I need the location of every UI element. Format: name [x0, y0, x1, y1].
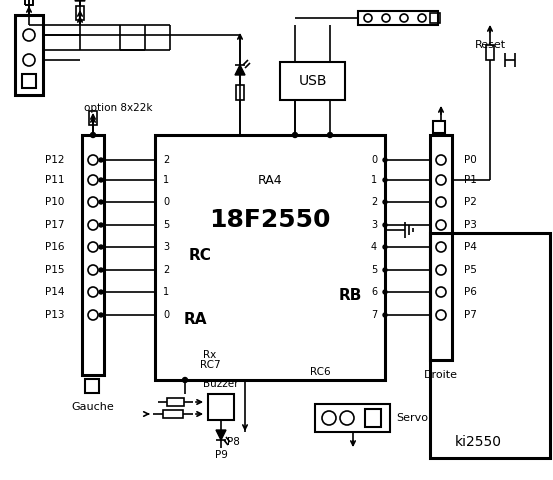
Circle shape [383, 178, 387, 182]
Bar [25, 0, 33, 5]
Text: ki2550: ki2550 [455, 435, 502, 449]
Bar [76, 6, 84, 20]
Bar [430, 135, 452, 360]
Text: Servo: Servo [396, 413, 428, 423]
Circle shape [99, 158, 103, 162]
Circle shape [383, 223, 387, 227]
Bar [365, 409, 381, 427]
Text: RB: RB [338, 288, 362, 302]
Text: Buzzer: Buzzer [204, 379, 239, 389]
Bar [22, 74, 36, 88]
Bar [25, 0, 33, 5]
Circle shape [91, 132, 96, 137]
Polygon shape [235, 65, 245, 75]
Text: P3: P3 [464, 220, 477, 230]
Bar [280, 62, 345, 100]
Bar [163, 410, 183, 418]
Circle shape [383, 245, 387, 249]
Text: 1: 1 [163, 287, 169, 297]
Text: RC7: RC7 [200, 360, 220, 370]
Circle shape [182, 377, 187, 383]
Text: 5: 5 [371, 265, 377, 275]
Bar [208, 394, 234, 420]
Text: 4: 4 [371, 242, 377, 252]
Circle shape [99, 200, 103, 204]
Text: USB: USB [298, 74, 327, 88]
Circle shape [99, 178, 103, 182]
Text: P12: P12 [44, 155, 64, 165]
Text: Gauche: Gauche [72, 402, 114, 412]
Bar [89, 111, 97, 125]
Text: P7: P7 [464, 310, 477, 320]
Text: P15: P15 [44, 265, 64, 275]
Bar [486, 45, 494, 60]
Text: RC6: RC6 [310, 367, 330, 377]
Bar [82, 135, 104, 375]
Bar [85, 379, 99, 393]
Text: 2: 2 [371, 197, 377, 207]
Text: P6: P6 [464, 287, 477, 297]
Bar [430, 13, 440, 23]
Text: Reset: Reset [475, 40, 506, 50]
Text: Droite: Droite [424, 370, 458, 380]
Text: P1: P1 [464, 175, 477, 185]
Text: 5: 5 [163, 220, 169, 230]
Text: 0: 0 [163, 310, 169, 320]
Text: RA: RA [183, 312, 207, 327]
Text: option 8x22k: option 8x22k [84, 103, 152, 113]
Polygon shape [216, 430, 226, 440]
Text: P13: P13 [44, 310, 64, 320]
Text: P8: P8 [227, 437, 239, 447]
Text: 7: 7 [371, 310, 377, 320]
Text: P11: P11 [44, 175, 64, 185]
Bar [433, 121, 445, 133]
Text: P17: P17 [44, 220, 64, 230]
Text: RC: RC [189, 248, 211, 263]
Bar [155, 135, 385, 380]
Text: RA4: RA4 [258, 173, 283, 187]
Polygon shape [75, 0, 85, 1]
Text: P14: P14 [44, 287, 64, 297]
Circle shape [99, 223, 103, 227]
Text: 1: 1 [371, 175, 377, 185]
Text: P0: P0 [464, 155, 477, 165]
Text: P5: P5 [464, 265, 477, 275]
Circle shape [99, 268, 103, 272]
Circle shape [327, 132, 332, 137]
Bar [236, 85, 244, 100]
Text: 6: 6 [371, 287, 377, 297]
Circle shape [383, 268, 387, 272]
Circle shape [293, 132, 298, 137]
Circle shape [99, 245, 103, 249]
Text: P4: P4 [464, 242, 477, 252]
Text: 2: 2 [163, 265, 169, 275]
Circle shape [383, 290, 387, 294]
Circle shape [383, 158, 387, 162]
Text: 3: 3 [163, 242, 169, 252]
Circle shape [99, 290, 103, 294]
Text: 0: 0 [163, 197, 169, 207]
Text: 2: 2 [163, 155, 169, 165]
Text: 1: 1 [163, 175, 169, 185]
Bar [15, 15, 43, 95]
Circle shape [99, 313, 103, 317]
Text: P9: P9 [215, 450, 227, 460]
Text: P10: P10 [45, 197, 64, 207]
Bar [358, 11, 438, 25]
Text: 0: 0 [371, 155, 377, 165]
Text: Rx: Rx [204, 350, 217, 360]
Text: P2: P2 [464, 197, 477, 207]
Circle shape [383, 200, 387, 204]
Text: 3: 3 [371, 220, 377, 230]
Bar [315, 404, 390, 432]
Text: P16: P16 [44, 242, 64, 252]
Bar [430, 233, 550, 458]
Text: 18F2550: 18F2550 [209, 208, 331, 232]
Circle shape [383, 313, 387, 317]
Bar [167, 398, 184, 406]
